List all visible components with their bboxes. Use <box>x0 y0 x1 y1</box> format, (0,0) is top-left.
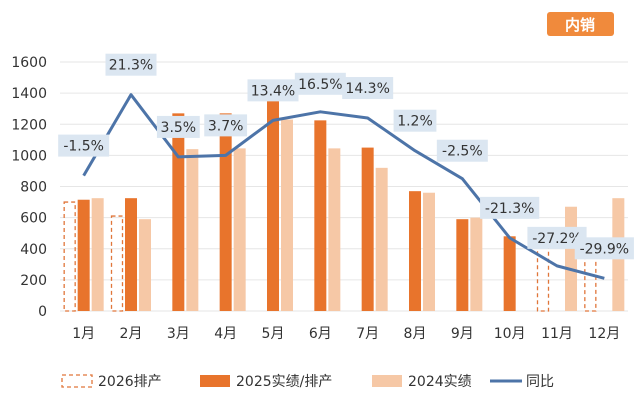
yoy-label: 3.5% <box>161 120 197 136</box>
bar-2026-plan <box>536 234 550 312</box>
yoy-label-box <box>105 53 157 76</box>
x-tick-label: 3月 <box>167 326 190 342</box>
x-tick-label: 7月 <box>356 326 379 342</box>
bar-2026-plan <box>63 201 76 312</box>
bar-2024-actual <box>423 192 435 311</box>
legend: 2026排产 2025实绩/排产 2024实绩 同比 <box>61 374 554 390</box>
y-tick-label: 1000 <box>11 148 47 164</box>
yoy-label: 21.3% <box>109 58 153 74</box>
bar-2024-actual <box>281 119 293 311</box>
yoy-label: -21.3% <box>485 201 535 217</box>
y-tick-label: 1400 <box>11 86 47 102</box>
x-tick-label: 8月 <box>404 326 427 342</box>
x-tick-label: 9月 <box>451 326 474 342</box>
y-tick-label: 1600 <box>11 55 47 71</box>
x-tick-label: 11月 <box>541 326 573 342</box>
tag-background <box>547 12 614 36</box>
x-axis: 1月 2月 3月 4月 5月 6月 7月 8月 9月 10月 11月 12月 <box>72 326 620 342</box>
x-tick-label: 6月 <box>309 326 332 342</box>
yoy-label: 3.7% <box>208 118 244 134</box>
legend-label: 2026排产 <box>98 374 162 390</box>
yoy-label-box <box>574 237 634 260</box>
x-tick-label: 2月 <box>120 326 143 342</box>
legend-swatch-2025 <box>200 375 230 387</box>
yoy-label-box <box>294 72 346 95</box>
yoy-label-box <box>527 226 587 249</box>
x-tick-label: 10月 <box>494 326 526 342</box>
yoy-label-box <box>247 79 299 102</box>
bar-2025-actual <box>125 198 137 311</box>
bar-2025-actual <box>503 236 516 311</box>
y-tick-label: 800 <box>20 180 47 196</box>
yoy-label: 14.3% <box>345 81 389 97</box>
bar-2025-actual <box>77 199 90 311</box>
bar-2024-actual <box>186 149 199 311</box>
y-tick-label: 0 <box>38 304 47 320</box>
yoy-label-box <box>204 114 248 137</box>
legend-swatch-2024 <box>372 375 402 387</box>
yoy-label: -1.5% <box>63 139 104 155</box>
bar-2026-plan <box>584 251 597 312</box>
bar-2024-actual <box>91 198 104 311</box>
yoy-line <box>82 93 605 280</box>
yoy-label-box <box>156 115 200 138</box>
data-labels: -1.5% 21.3% 3.5% 3.7% 13.4% 16.5% 14.3% 1.2% -2.… <box>58 53 634 260</box>
yoy-label-box <box>436 139 488 162</box>
bar-2024-actual <box>139 219 151 311</box>
bar-2025-actual <box>172 113 185 311</box>
yoy-label: 13.4% <box>251 83 295 99</box>
y-tick-label: 200 <box>20 273 47 289</box>
legend-label: 2025实绩/排产 <box>236 374 332 390</box>
yoy-label-box <box>58 134 110 157</box>
x-tick-label: 12月 <box>588 326 620 342</box>
legend-swatch-2026 <box>61 374 93 388</box>
yoy-label: -27.2% <box>532 231 582 247</box>
tag-badge: 内销 <box>547 12 614 36</box>
bar-2024-actual <box>328 148 341 311</box>
yoy-label-box <box>342 77 394 100</box>
y-tick-label: 1200 <box>11 117 47 133</box>
bar-2026-plan <box>110 215 124 312</box>
yoy-label: -2.5% <box>442 144 483 160</box>
yoy-label: -29.9% <box>580 241 630 257</box>
bar-2025-actual <box>267 92 279 311</box>
bar-2025-actual <box>456 219 469 311</box>
x-tick-label: 4月 <box>214 326 237 342</box>
yoy-label-box <box>480 196 540 219</box>
tag-label: 内销 <box>565 16 595 34</box>
yoy-label: 16.5% <box>298 77 342 93</box>
yoy-label-box <box>393 109 437 132</box>
bar-2025-actual <box>361 147 374 311</box>
bar-2025-actual <box>219 113 232 311</box>
x-tick-label: 1月 <box>72 326 95 342</box>
y-tick-label: 400 <box>20 242 47 258</box>
y-tick-label: 600 <box>20 211 47 227</box>
bar-2024-actual <box>470 217 483 311</box>
bars <box>63 92 625 312</box>
legend-label: 2024实绩 <box>408 374 472 390</box>
yoy-label: 1.2% <box>397 114 433 130</box>
y-axis: 0 200 400 600 800 1000 1200 1400 1600 <box>11 55 47 320</box>
bar-2024-actual <box>233 148 246 311</box>
x-tick-label: 5月 <box>262 326 285 342</box>
bar-2025-actual <box>314 120 327 311</box>
yoy-line-path <box>82 93 605 280</box>
legend-label: 同比 <box>526 374 554 390</box>
bar-2024-actual <box>375 167 388 311</box>
bar-2025-actual <box>409 191 421 311</box>
